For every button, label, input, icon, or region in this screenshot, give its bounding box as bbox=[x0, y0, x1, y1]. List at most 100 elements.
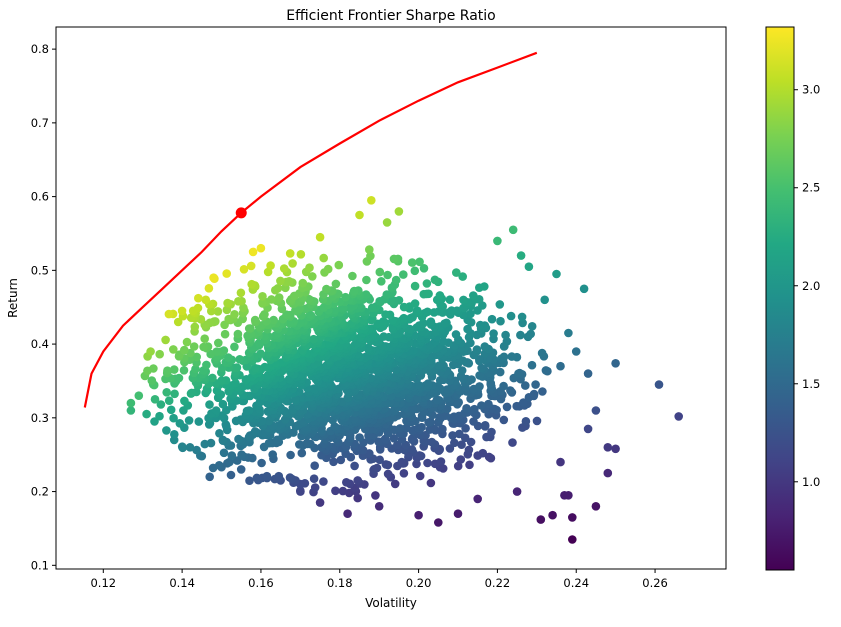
y-tick-label: 0.8 bbox=[31, 42, 49, 56]
scatter-point bbox=[603, 443, 613, 452]
scatter-point bbox=[456, 455, 466, 464]
scatter-point bbox=[375, 455, 385, 465]
scatter-point bbox=[209, 273, 218, 283]
colorbar-gradient bbox=[765, 26, 795, 571]
scatter-point bbox=[583, 424, 593, 434]
scatter-point bbox=[473, 494, 483, 504]
scatter-point bbox=[432, 395, 442, 405]
scatter-point bbox=[163, 366, 172, 376]
scatter-point bbox=[297, 448, 307, 458]
scatter-point bbox=[399, 270, 408, 279]
scatter-point bbox=[233, 329, 243, 339]
scatter-point bbox=[426, 478, 436, 488]
scatter-point bbox=[424, 418, 433, 427]
scatter-point bbox=[410, 281, 420, 291]
scatter-point bbox=[322, 284, 331, 294]
scatter-point bbox=[204, 284, 214, 293]
scatter-point bbox=[310, 461, 320, 471]
scatter-point bbox=[315, 232, 325, 242]
scatter-point bbox=[274, 293, 284, 302]
scatter-point bbox=[170, 389, 179, 399]
scatter-point bbox=[389, 434, 399, 443]
scatter-point bbox=[365, 245, 374, 254]
scatter-point bbox=[245, 476, 254, 486]
scatter-point bbox=[603, 468, 613, 478]
scatter-point bbox=[147, 376, 157, 385]
scatter-point bbox=[379, 332, 389, 341]
scatter-point bbox=[279, 264, 289, 273]
scatter-point bbox=[302, 438, 312, 448]
x-tick-label: 0.12 bbox=[90, 576, 116, 590]
scatter-point bbox=[374, 502, 384, 511]
scatter-point bbox=[383, 270, 392, 280]
x-tick-label: 0.26 bbox=[642, 576, 668, 590]
scatter-point bbox=[319, 477, 328, 486]
scatter-point bbox=[478, 448, 488, 458]
scatter-point bbox=[472, 345, 482, 354]
scatter-point bbox=[193, 303, 203, 313]
scatter-point bbox=[487, 427, 496, 437]
scatter-point bbox=[469, 291, 478, 300]
scatter-point bbox=[423, 307, 432, 317]
scatter-point bbox=[126, 406, 136, 415]
scatter-point bbox=[449, 412, 459, 422]
scatter-point bbox=[381, 310, 390, 319]
scatter-point bbox=[568, 535, 577, 544]
scatter-point bbox=[348, 271, 357, 281]
scatter-point bbox=[208, 373, 217, 383]
scatter-point bbox=[537, 348, 547, 358]
scatter-point bbox=[331, 486, 340, 496]
scatter-point bbox=[175, 419, 185, 428]
plot-area bbox=[83, 51, 683, 544]
scatter-point bbox=[169, 345, 178, 354]
scatter-point bbox=[548, 510, 557, 520]
scatter-point bbox=[423, 458, 432, 468]
scatter-point bbox=[202, 360, 211, 370]
scatter-point bbox=[455, 429, 464, 439]
scatter-point bbox=[309, 384, 319, 394]
scatter-point bbox=[515, 368, 524, 378]
scatter-point bbox=[155, 349, 164, 359]
scatter-point bbox=[164, 309, 174, 319]
scatter-point bbox=[440, 319, 450, 328]
scatter-point bbox=[470, 404, 479, 414]
scatter-point bbox=[251, 364, 260, 373]
scatter-point bbox=[489, 329, 498, 338]
scatter-point bbox=[506, 311, 516, 321]
scatter-point bbox=[453, 461, 463, 471]
scatter-point bbox=[150, 395, 160, 404]
scatter-point bbox=[552, 269, 561, 279]
scatter-point bbox=[508, 438, 517, 447]
x-tick-label: 0.22 bbox=[485, 576, 511, 590]
scatter-point bbox=[476, 320, 485, 330]
scatter-point bbox=[247, 279, 256, 289]
y-tick-label: 0.7 bbox=[31, 116, 49, 130]
scatter-point bbox=[367, 196, 376, 205]
scatter-point bbox=[260, 310, 269, 319]
scatter-point bbox=[434, 518, 443, 527]
scatter-point bbox=[309, 334, 318, 344]
scatter-point bbox=[487, 314, 497, 324]
scatter-point bbox=[499, 352, 509, 362]
scatter-point bbox=[274, 471, 284, 481]
scatter-point bbox=[527, 322, 537, 331]
scatter-point bbox=[170, 430, 179, 439]
scatter-point bbox=[230, 310, 239, 319]
scatter-point bbox=[426, 317, 436, 327]
scatter-point bbox=[189, 342, 199, 351]
scatter-point bbox=[434, 361, 444, 371]
scatter-point bbox=[223, 298, 232, 308]
scatter-point bbox=[309, 474, 319, 484]
scatter-point bbox=[200, 334, 209, 344]
scatter-point bbox=[527, 360, 537, 370]
scatter-point bbox=[285, 473, 295, 482]
scatter-point bbox=[164, 396, 174, 406]
scatter-point bbox=[466, 309, 475, 319]
scatter-point bbox=[343, 509, 352, 518]
scatter-point bbox=[226, 470, 236, 480]
scatter-point bbox=[383, 469, 393, 479]
scatter-point bbox=[484, 452, 494, 462]
scatter-point bbox=[445, 295, 455, 305]
scatter-point bbox=[477, 363, 486, 373]
